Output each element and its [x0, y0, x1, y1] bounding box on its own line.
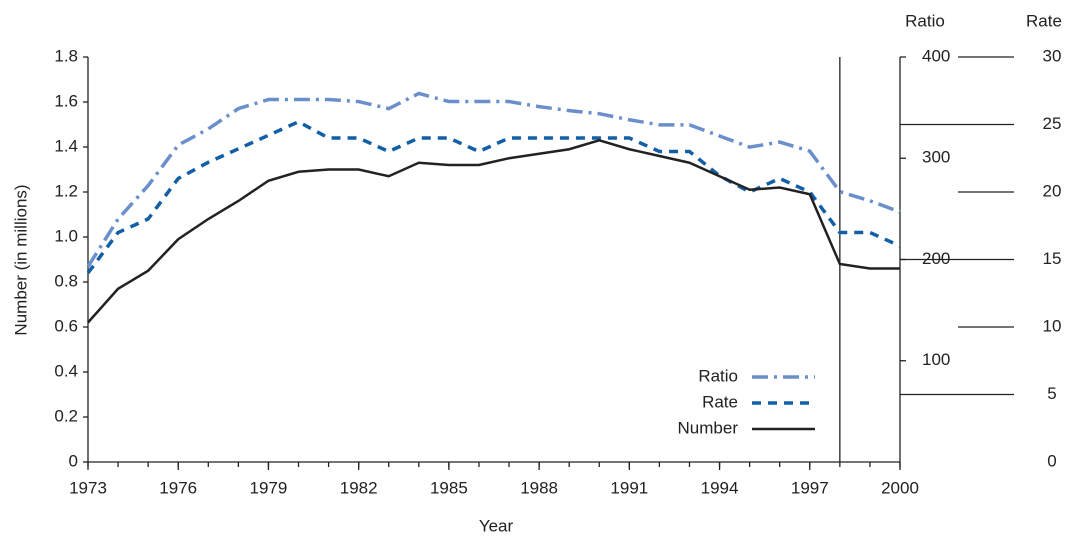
y2-tick-label: 200 [922, 249, 950, 268]
y3-tick-label: 20 [1043, 181, 1062, 200]
series-line [86, 91, 901, 268]
y2-tick-label: 400 [922, 46, 950, 65]
x-tick-label: 2000 [881, 478, 919, 497]
x-tick-label: 1985 [430, 478, 468, 497]
legend-label: Rate [702, 392, 738, 411]
y-tick-label: 0.2 [54, 406, 78, 425]
legend-label: Number [678, 418, 739, 437]
y3-tick-label: 0 [1047, 451, 1056, 470]
y2-tick-label: 300 [922, 148, 950, 167]
x-tick-label: 1991 [610, 478, 648, 497]
y-tick-label: 1.2 [54, 181, 78, 200]
x-tick-label: 1973 [69, 478, 107, 497]
y-tick-label: 1.8 [54, 46, 78, 65]
y-tick-label: 1.0 [54, 226, 78, 245]
y-tick-label: 0.8 [54, 271, 78, 290]
y2-axis-title: Ratio [905, 11, 945, 30]
y3-tick-label: 10 [1043, 316, 1062, 335]
y-tick-label: 1.4 [54, 136, 78, 155]
y3-tick-label: 15 [1043, 249, 1062, 268]
y3-axis-title: Rate [1026, 11, 1062, 30]
x-tick-label: 1982 [340, 478, 378, 497]
y2-tick-label: 100 [922, 350, 950, 369]
y-tick-label: 0 [69, 451, 78, 470]
series-line [87, 138, 900, 324]
series-line [86, 119, 901, 275]
x-tick-label: 1997 [791, 478, 829, 497]
y3-tick-label: 25 [1043, 114, 1062, 133]
y3-tick-label: 30 [1043, 46, 1062, 65]
y3-tick-label: 5 [1047, 384, 1056, 403]
x-tick-label: 1988 [520, 478, 558, 497]
x-axis-title: Year [479, 516, 514, 535]
y-tick-label: 0.6 [54, 316, 78, 335]
x-tick-label: 1994 [701, 478, 739, 497]
legend-label: Ratio [698, 366, 738, 385]
y-tick-label: 0.4 [54, 361, 78, 380]
y-axis-title: Number (in millions) [11, 184, 30, 335]
x-tick-label: 1976 [159, 478, 197, 497]
y-tick-label: 1.6 [54, 91, 78, 110]
x-tick-label: 1979 [250, 478, 288, 497]
